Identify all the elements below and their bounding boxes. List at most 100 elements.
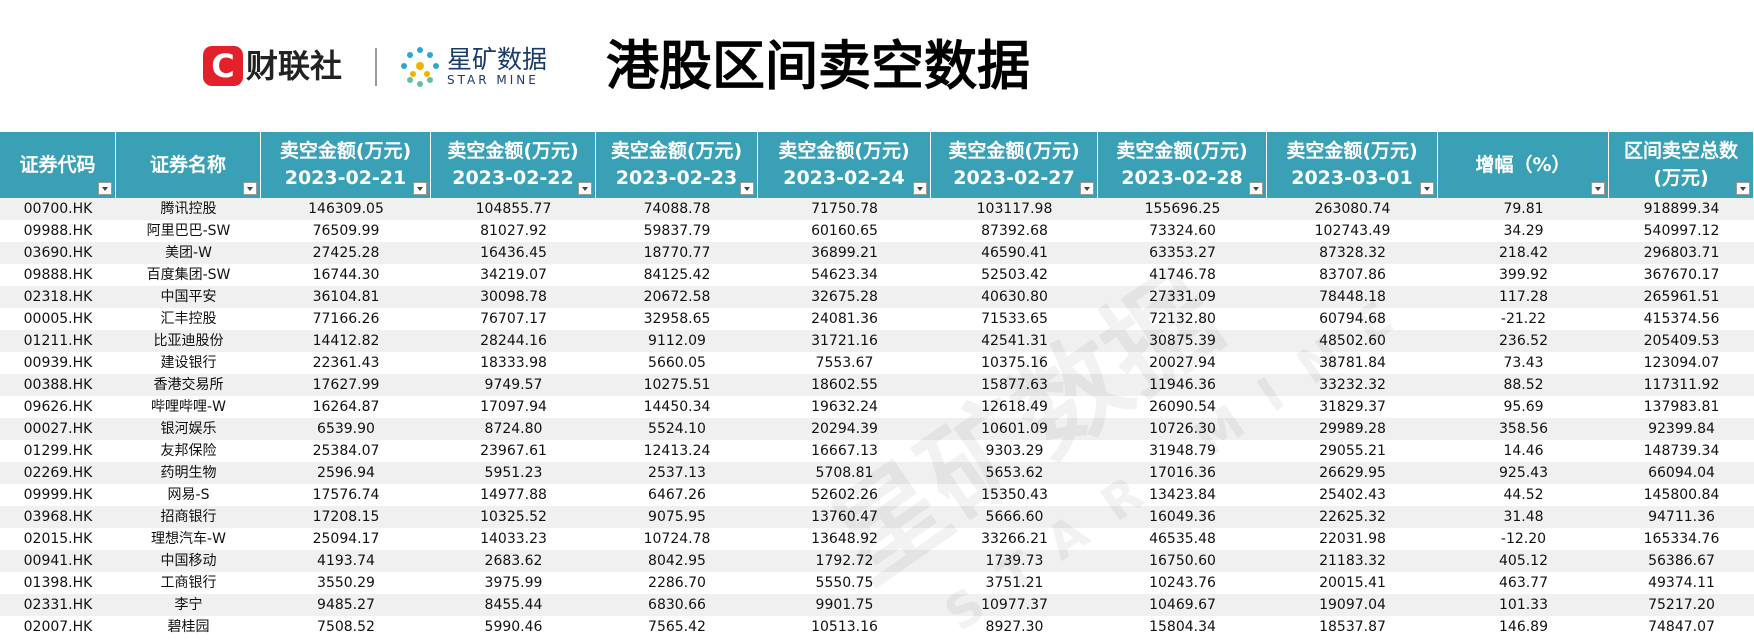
brand-name: 财联社 — [246, 47, 343, 85]
table-cell: 104855.77 — [475, 201, 552, 217]
table-cell: 46535.48 — [1149, 531, 1216, 547]
header-cell: 证券代码 — [0, 132, 116, 198]
table-cell: 00005.HK — [23, 311, 93, 327]
table-row — [0, 440, 1754, 462]
table-cell: 137983.81 — [1643, 399, 1720, 415]
table-cell: 理想汽车-W — [151, 531, 226, 547]
filter-button[interactable] — [1080, 182, 1094, 195]
table-cell: 77166.26 — [312, 311, 380, 327]
table-cell: 33266.21 — [981, 531, 1048, 547]
table-cell: 165334.76 — [1643, 531, 1720, 547]
table-cell: 26090.54 — [1149, 399, 1216, 415]
table-cell: 36104.81 — [312, 289, 380, 305]
filter-button[interactable] — [1249, 182, 1263, 195]
table-cell: 10977.37 — [981, 597, 1048, 613]
table-cell: 1792.72 — [815, 553, 874, 569]
filter-button[interactable] — [740, 182, 754, 195]
table-cell: 123094.07 — [1643, 355, 1720, 371]
table-cell: 78448.18 — [1319, 289, 1386, 305]
table-cell: 73.43 — [1503, 355, 1544, 371]
table-cell: 27425.28 — [312, 245, 380, 261]
filter-button[interactable] — [578, 182, 592, 195]
table-cell: 148739.34 — [1643, 443, 1720, 459]
table-cell: 73324.60 — [1149, 223, 1216, 239]
table-row — [0, 308, 1754, 330]
table-cell: 10469.67 — [1149, 597, 1216, 613]
table-cell: 7508.52 — [317, 619, 375, 635]
table-cell: 13648.92 — [811, 531, 878, 547]
table-row — [0, 550, 1754, 572]
table-cell: 41746.78 — [1149, 267, 1216, 283]
table-row — [0, 462, 1754, 484]
filter-button[interactable] — [1420, 182, 1434, 195]
header-text: 证券名称 — [149, 153, 226, 176]
table-cell: 145800.84 — [1643, 487, 1720, 503]
table-cell: 17576.74 — [312, 487, 380, 503]
header-text: 2023-02-22 — [452, 167, 574, 189]
header-text: 增幅（%） — [1475, 153, 1571, 176]
table-cell: 18537.87 — [1319, 619, 1386, 635]
table-cell: 30098.78 — [480, 289, 547, 305]
header-text: 卖空金额(万元) — [447, 140, 579, 162]
table-cell: 146.89 — [1499, 619, 1548, 635]
table-cell: 23967.61 — [480, 443, 547, 459]
table-cell: 31.48 — [1503, 509, 1544, 525]
table-cell: -21.22 — [1500, 311, 1547, 327]
table-cell: 中国平安 — [160, 289, 217, 305]
table-row — [0, 506, 1754, 528]
table-cell: 9749.57 — [484, 377, 543, 393]
table-cell: 31829.37 — [1319, 399, 1386, 415]
table-cell: 36899.21 — [811, 245, 878, 261]
table-cell: 9901.75 — [815, 597, 874, 613]
table-cell: 29989.28 — [1319, 421, 1386, 437]
filter-button[interactable] — [98, 182, 112, 195]
filter-button[interactable] — [913, 182, 927, 195]
table-cell: 5990.46 — [484, 619, 543, 635]
table-cell: 30875.39 — [1149, 333, 1216, 349]
table-cell: 2537.13 — [648, 465, 706, 481]
table-cell: 265961.51 — [1643, 289, 1720, 305]
table-cell: 阿里巴巴-SW — [146, 223, 231, 239]
table-cell: 38781.84 — [1319, 355, 1386, 371]
table-cell: 205409.53 — [1643, 333, 1720, 349]
table-cell: 09999.HK — [23, 487, 93, 503]
table-cell: 94711.36 — [1648, 509, 1715, 525]
table-cell: 81027.92 — [480, 223, 547, 239]
table-cell: 20027.94 — [1149, 355, 1216, 371]
table-cell: 2683.62 — [484, 553, 543, 569]
table-cell: 19632.24 — [811, 399, 878, 415]
table-cell: 263080.74 — [1314, 201, 1391, 217]
table-cell: 香港交易所 — [153, 377, 224, 393]
table-cell: 3975.99 — [484, 575, 543, 591]
table-row — [0, 220, 1754, 242]
table-cell: 76707.17 — [480, 311, 547, 327]
table-cell: 哔哩哔哩-W — [151, 399, 226, 415]
filter-button[interactable] — [1736, 182, 1750, 195]
table-row — [0, 352, 1754, 374]
header-text: 证券代码 — [19, 153, 96, 176]
table-cell: 218.42 — [1499, 245, 1548, 261]
table-cell: 25384.07 — [312, 443, 380, 459]
table-cell: 6830.66 — [648, 597, 706, 613]
table-cell: 02007.HK — [23, 619, 93, 635]
table-row — [0, 242, 1754, 264]
header-cell: 卖空金额(万元) 2023-02-23 — [596, 132, 758, 198]
filter-button[interactable] — [1591, 182, 1605, 195]
table-cell: 10726.30 — [1149, 421, 1216, 437]
filter-button[interactable] — [243, 182, 257, 195]
table-cell: 399.92 — [1499, 267, 1548, 283]
table-cell: 34219.07 — [480, 267, 547, 283]
header-cell: 证券名称 — [116, 132, 261, 198]
table-cell: 15877.63 — [981, 377, 1048, 393]
table-cell: 09988.HK — [23, 223, 93, 239]
table-row — [0, 484, 1754, 506]
filter-button[interactable] — [413, 182, 427, 195]
table-cell: 42541.31 — [981, 333, 1048, 349]
header-cell: 卖空金额(万元) 2023-02-22 — [431, 132, 596, 198]
table-cell: 13423.84 — [1149, 487, 1216, 503]
table-cell: 1739.73 — [985, 553, 1044, 569]
table-cell: 16750.60 — [1149, 553, 1216, 569]
table-cell: 5524.10 — [648, 421, 706, 437]
table-cell: 7565.42 — [648, 619, 706, 635]
